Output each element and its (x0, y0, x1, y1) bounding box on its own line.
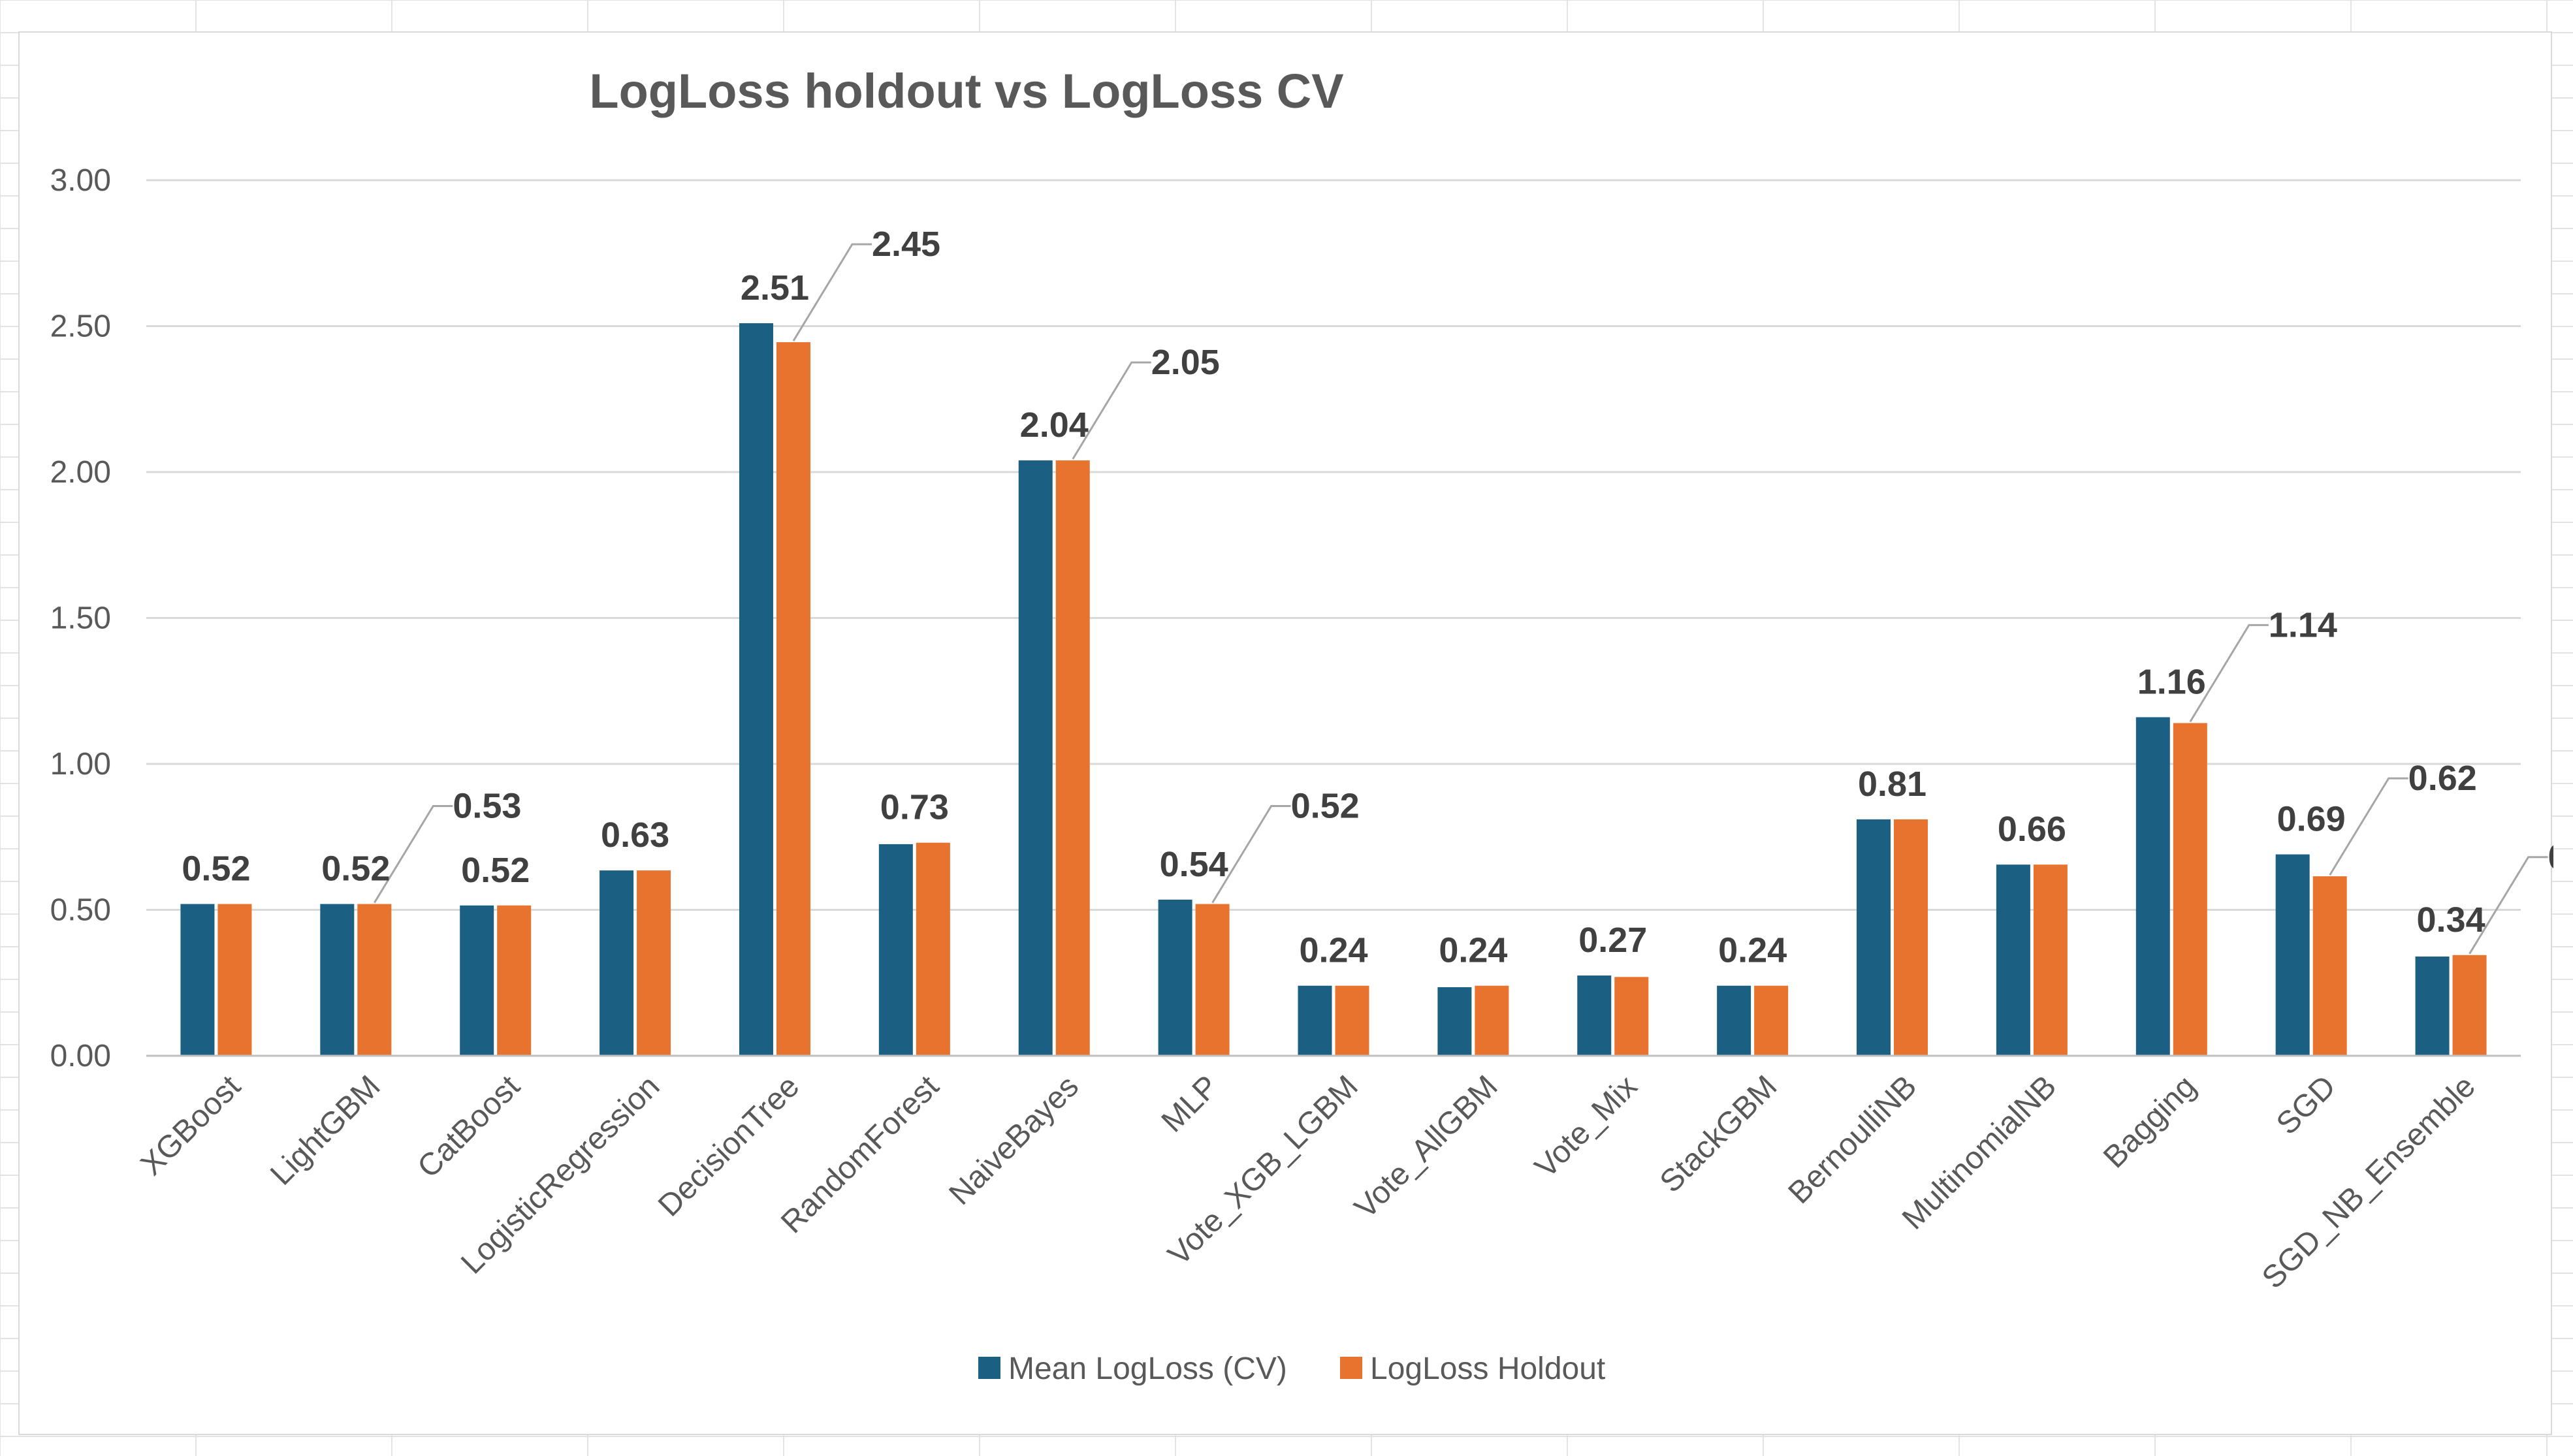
bar-cv[interactable] (460, 905, 494, 1056)
y-tick-label: 3.00 (50, 163, 111, 198)
bar-cv[interactable] (1298, 985, 1332, 1056)
data-label-cv: 2.51 (741, 268, 809, 308)
x-category-label: DecisionTree (652, 1069, 806, 1223)
bar-holdout[interactable] (497, 905, 532, 1056)
y-tick-label: 2.00 (50, 455, 111, 490)
data-label-cv: 0.66 (1998, 810, 2066, 849)
bar-holdout[interactable] (2033, 864, 2068, 1056)
data-label-cv: 0.73 (880, 788, 949, 827)
bar-holdout[interactable] (776, 342, 810, 1056)
x-category-label: BernoulliNB (1782, 1069, 1924, 1211)
chart-area[interactable]: LogLoss holdout vs LogLoss CV 0.00 0.50 1.… (18, 31, 2553, 1435)
x-category-label: SGD (2270, 1069, 2342, 1141)
data-label-holdout: 0.52 (1291, 787, 1360, 826)
bar-cv[interactable] (599, 870, 634, 1056)
bar-holdout[interactable] (2452, 955, 2487, 1056)
data-label-holdout: 2.05 (1151, 343, 1220, 382)
bar-cv[interactable] (1717, 985, 1751, 1056)
bar-cv[interactable] (878, 844, 913, 1056)
bar-cv[interactable] (739, 323, 773, 1056)
bar-cv[interactable] (180, 904, 215, 1056)
data-label-cv: 0.24 (1299, 931, 1367, 970)
y-tick-label: 0.50 (50, 893, 111, 928)
bars (180, 323, 2487, 1056)
bar-holdout[interactable] (1614, 977, 1649, 1056)
data-label-cv: 0.52 (461, 851, 530, 890)
bar-holdout[interactable] (2312, 876, 2347, 1056)
leader-line (374, 805, 453, 904)
x-category-label: XGBoost (134, 1069, 247, 1182)
y-tick-label: 1.50 (50, 601, 111, 636)
data-label-cv: 0.54 (1160, 845, 1228, 884)
bar-cv[interactable] (1996, 864, 2030, 1056)
bar-holdout[interactable] (1894, 819, 1928, 1056)
y-tick-label: 0.00 (50, 1039, 111, 1073)
x-category-label: CatBoost (411, 1069, 526, 1184)
leader-lines (374, 243, 2548, 955)
legend-item-cv[interactable]: Mean LogLoss (CV) (1008, 1352, 1287, 1386)
bar-holdout[interactable] (1475, 985, 1509, 1056)
data-label-holdout: 0.53 (453, 787, 521, 826)
bar-holdout[interactable] (1055, 460, 1090, 1056)
bar-cv[interactable] (2415, 957, 2450, 1056)
data-label-holdout: 1.14 (2269, 605, 2337, 644)
data-label-holdout: 0.35 (2548, 838, 2553, 877)
bar-holdout[interactable] (217, 904, 252, 1056)
legend-swatch (978, 1357, 1000, 1379)
data-label-holdout: 2.45 (872, 225, 940, 264)
chart-title: LogLoss holdout vs LogLoss CV (589, 64, 1343, 118)
bar-cv[interactable] (1018, 460, 1053, 1056)
bar-cv[interactable] (320, 904, 355, 1056)
data-label-cv: 0.52 (321, 849, 390, 889)
leader-line (1072, 361, 1151, 460)
data-label-holdout: 0.62 (2408, 759, 2477, 798)
bar-cv[interactable] (2135, 717, 2170, 1056)
data-label-cv: 0.69 (2277, 800, 2346, 839)
x-category-label: NaiveBayes (942, 1069, 1085, 1212)
data-label-cv: 0.63 (601, 815, 669, 855)
data-label-cv: 0.24 (1439, 931, 1507, 970)
data-label-cv: 0.34 (2417, 900, 2485, 940)
bar-holdout[interactable] (2173, 723, 2207, 1056)
data-label-cv: 0.81 (1858, 765, 1926, 804)
bar-holdout[interactable] (357, 904, 392, 1056)
bar-cv[interactable] (1437, 987, 1472, 1056)
bar-cv[interactable] (1158, 899, 1192, 1056)
leader-line (2469, 856, 2548, 955)
data-labels: 0.52 0.52 0.53 0.52 0.63 2.51 2.45 0.73 2.04 2.05… (182, 225, 2553, 970)
data-label-cv: 0.27 (1578, 921, 1647, 960)
legend-swatch (1340, 1357, 1362, 1379)
bar-holdout[interactable] (1335, 985, 1369, 1056)
bar-holdout[interactable] (637, 870, 671, 1056)
x-axis-category-labels: XGBoost LightGBM CatBoostLogisticRegressio… (134, 1069, 2482, 1295)
y-tick-label: 2.50 (50, 309, 111, 344)
x-category-label: Vote_Mix (1528, 1069, 1644, 1184)
bar-holdout[interactable] (1195, 904, 1230, 1056)
leader-line (792, 243, 872, 341)
legend[interactable]: Mean LogLoss (CV) LogLoss Holdout (978, 1352, 1605, 1386)
x-category-label: LightGBM (264, 1069, 387, 1192)
data-label-cv: 0.24 (1718, 931, 1787, 970)
bar-holdout[interactable] (916, 842, 950, 1056)
bar-cv[interactable] (1577, 975, 1612, 1056)
bar-cv[interactable] (2275, 854, 2310, 1056)
bar-holdout[interactable] (1754, 985, 1789, 1056)
chart-svg: LogLoss holdout vs LogLoss CV 0.00 0.50 1.… (50, 64, 2553, 1386)
leader-line (1211, 805, 1291, 904)
legend-item-holdout[interactable]: LogLoss Holdout (1370, 1352, 1605, 1386)
data-label-cv: 1.16 (2137, 662, 2206, 701)
leader-line (2189, 624, 2269, 723)
y-tick-label: 1.00 (50, 747, 111, 782)
leader-line (2329, 777, 2408, 876)
x-category-label: Vote_AllGBM (1348, 1069, 1504, 1225)
x-category-label: MLP (1155, 1069, 1225, 1139)
y-axis-tick-labels: 0.00 0.50 1.00 1.50 2.00 2.50 3.00 (50, 163, 111, 1073)
data-label-cv: 0.52 (182, 849, 250, 889)
bar-cv[interactable] (1857, 819, 1891, 1056)
x-category-label: StackGBM (1654, 1069, 1784, 1199)
x-category-label: Bagging (2097, 1069, 2203, 1175)
data-label-cv: 2.04 (1020, 405, 1089, 445)
